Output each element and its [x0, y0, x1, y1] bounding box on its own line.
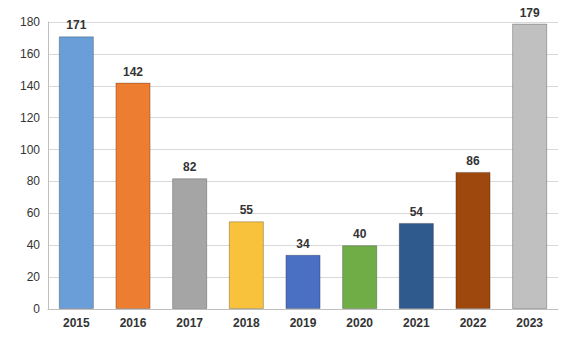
- svg-text:2015: 2015: [63, 316, 90, 330]
- svg-text:100: 100: [20, 143, 40, 157]
- svg-text:140: 140: [20, 79, 40, 93]
- svg-text:0: 0: [33, 302, 40, 316]
- svg-text:2020: 2020: [346, 316, 373, 330]
- svg-text:2016: 2016: [120, 316, 147, 330]
- svg-text:2018: 2018: [233, 316, 260, 330]
- svg-text:2017: 2017: [176, 316, 203, 330]
- svg-text:160: 160: [20, 47, 40, 61]
- svg-text:2022: 2022: [460, 316, 487, 330]
- svg-text:54: 54: [410, 205, 424, 219]
- svg-text:40: 40: [353, 227, 367, 241]
- svg-text:120: 120: [20, 111, 40, 125]
- svg-text:60: 60: [27, 206, 41, 220]
- svg-text:20: 20: [27, 270, 41, 284]
- svg-text:82: 82: [183, 160, 197, 174]
- svg-text:40: 40: [27, 238, 41, 252]
- svg-text:86: 86: [466, 154, 480, 168]
- svg-text:171: 171: [66, 18, 86, 32]
- svg-text:180: 180: [20, 15, 40, 29]
- svg-text:2023: 2023: [516, 316, 543, 330]
- svg-text:2019: 2019: [290, 316, 317, 330]
- svg-text:80: 80: [27, 174, 41, 188]
- svg-text:142: 142: [123, 65, 143, 79]
- svg-text:55: 55: [240, 203, 254, 217]
- svg-text:179: 179: [520, 6, 540, 20]
- svg-text:34: 34: [296, 237, 310, 251]
- svg-text:2021: 2021: [403, 316, 430, 330]
